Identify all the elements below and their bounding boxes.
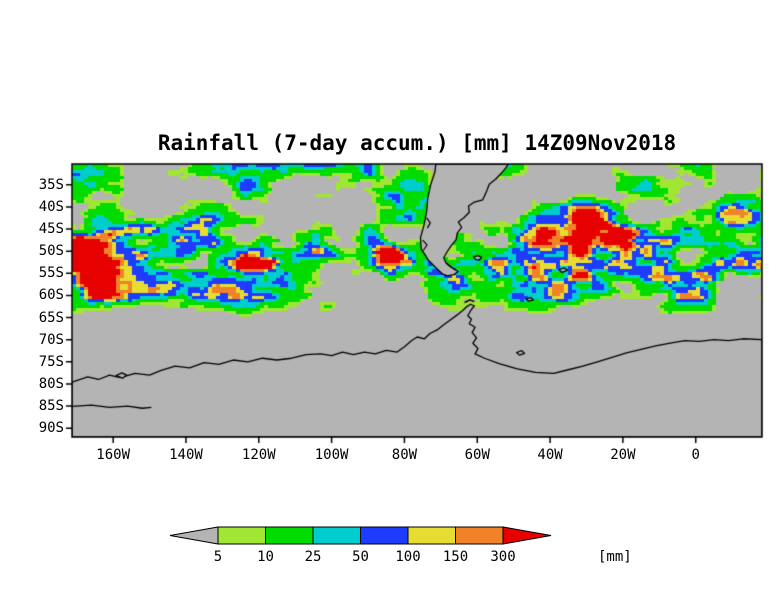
colorbar-tick-label: 150 [443, 549, 468, 565]
colorbar-tick-label: 10 [257, 549, 274, 565]
colorbar-arrow-above [502, 526, 552, 545]
y-axis-label: 80S [38, 375, 64, 392]
colorbar-tick-label: 100 [395, 549, 420, 565]
x-axis-label: 140W [169, 447, 203, 463]
colorbar-segment [407, 526, 456, 545]
colorbar-segment [360, 526, 409, 545]
y-axis-label: 35S [38, 176, 64, 193]
colorbar-unit-label: [mm] [598, 549, 632, 565]
x-axis-label: 100W [314, 447, 349, 463]
y-axis-label: 60S [38, 287, 64, 304]
y-axis-label: 90S [38, 420, 64, 437]
y-axis-label: 85S [38, 398, 64, 415]
colorbar-tick-label: 25 [305, 549, 322, 565]
y-axis-label: 50S [38, 243, 64, 260]
y-axis-label: 70S [38, 331, 64, 348]
y-axis-label: 45S [38, 221, 64, 238]
x-axis-label: 0 [691, 447, 700, 463]
colorbar-tick-label: 300 [490, 549, 515, 565]
colorbar-segment [312, 526, 361, 545]
y-axis-label: 75S [38, 353, 64, 370]
colorbar-tick-label: 5 [214, 549, 222, 565]
colorbar: 5 10 25 50 100 150 300 [mm] [162, 520, 642, 566]
colorbar-svg: 5 10 25 50 100 150 300 [mm] [169, 526, 632, 565]
colorbar-segment [455, 526, 504, 545]
x-axis-label: 120W [241, 447, 276, 463]
y-axis-label: 40S [38, 198, 64, 215]
x-axis-label: 40W [537, 447, 563, 463]
colorbar-arrow-below [169, 526, 219, 545]
x-axis-label: 20W [610, 447, 636, 463]
colorbar-segment [217, 526, 266, 545]
chart-title: Rainfall (7-day accum.) [mm] 14Z09Nov201… [157, 131, 677, 155]
x-axis-label: 80W [391, 447, 418, 463]
y-axis-label: 55S [38, 265, 64, 282]
x-axis-label: 60W [464, 447, 490, 463]
colorbar-segment [265, 526, 314, 545]
x-axis-label: 160W [96, 447, 130, 463]
y-axis-label: 65S [38, 309, 64, 326]
colorbar-tick-label: 50 [352, 549, 369, 565]
